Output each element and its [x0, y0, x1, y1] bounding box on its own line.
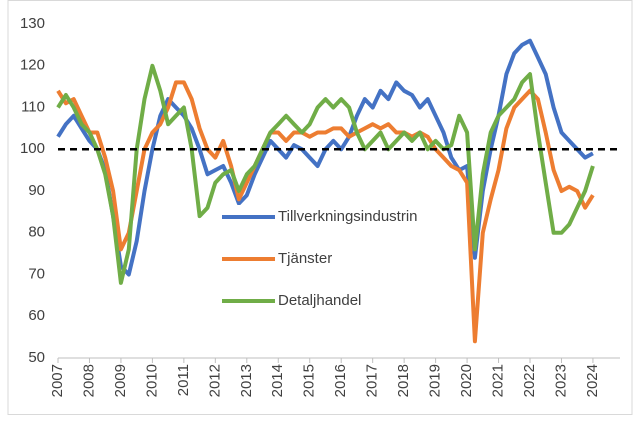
x-tick-label: 2018 [395, 364, 412, 397]
y-tick-label: 120 [20, 57, 45, 74]
series-line [56, 80, 595, 344]
y-tick-label: 100 [20, 140, 45, 157]
x-tick-label: 2020 [458, 364, 475, 397]
x-tick-label: 2015 [301, 364, 318, 397]
x-tick-label: 2021 [490, 364, 507, 397]
y-tick-label: 110 [21, 98, 45, 115]
x-tick-label: 2023 [552, 364, 569, 397]
y-tick-label: 90 [28, 182, 45, 199]
legend-label: Tjänster [278, 250, 332, 267]
y-tick-label: 60 [28, 307, 45, 324]
x-tick-label: 2009 [112, 364, 129, 397]
y-tick-label: 70 [28, 265, 45, 282]
x-tick-label: 2017 [364, 364, 381, 397]
x-tick-label: 2008 [80, 364, 97, 397]
legend-label: Detaljhandel [278, 292, 361, 309]
x-tick-label: 2014 [269, 364, 286, 397]
series-line [56, 63, 595, 285]
series-line [56, 38, 594, 277]
y-tick-label: 50 [28, 349, 45, 366]
x-tick-label: 2011 [175, 364, 192, 396]
x-tick-label: 2012 [206, 364, 223, 397]
y-tick-label: 130 [20, 15, 45, 32]
x-tick-label: 2016 [332, 364, 349, 397]
x-tick-label: 2022 [521, 364, 538, 397]
x-tick-label: 2010 [143, 364, 160, 397]
x-tick-label: 2019 [427, 364, 444, 397]
y-tick-label: 80 [28, 224, 45, 241]
x-tick-label: 2007 [49, 364, 66, 397]
x-tick-label: 2024 [584, 364, 601, 397]
legend-label: Tillverkningsindustrin [278, 208, 418, 225]
x-tick-label: 2013 [238, 364, 255, 397]
chart-frame [7, 0, 633, 415]
